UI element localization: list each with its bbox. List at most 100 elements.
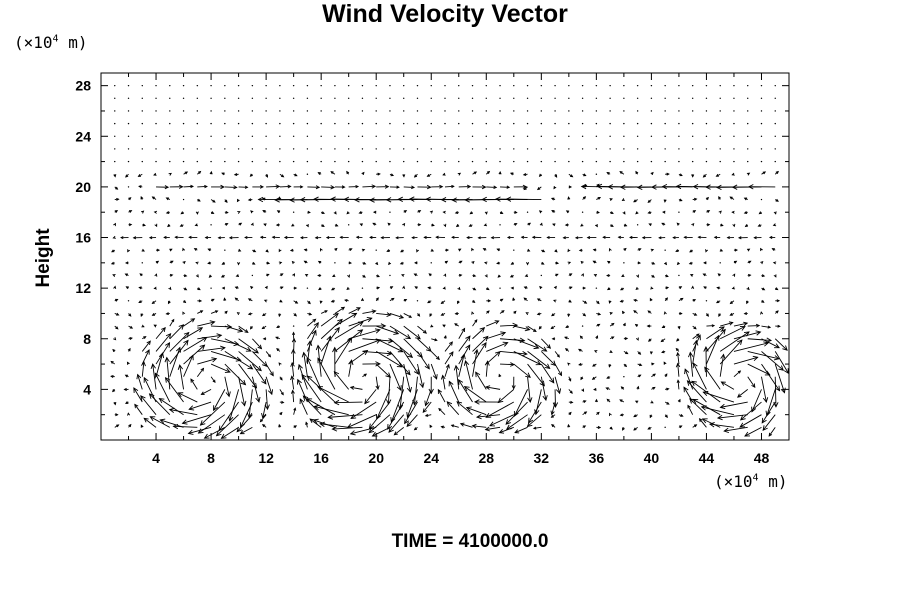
wind-vector xyxy=(747,363,771,376)
wind-vector-head xyxy=(315,185,321,190)
wind-vector-head xyxy=(623,363,628,368)
wind-vector xyxy=(334,321,364,340)
vector-dot xyxy=(513,249,515,251)
wind-vector-head xyxy=(676,351,680,357)
wind-vector-head xyxy=(633,298,637,302)
vector-dot xyxy=(774,135,776,137)
wind-vector xyxy=(313,419,336,428)
vector-dot xyxy=(375,249,377,251)
vector-dot xyxy=(595,97,598,100)
vector-dot xyxy=(306,110,309,112)
wind-vector-head xyxy=(114,210,119,214)
wind-vector-head xyxy=(567,362,571,366)
wind-vector-head xyxy=(469,211,473,215)
wind-vector-head xyxy=(663,261,668,266)
wind-vector-head xyxy=(596,210,600,214)
vector-dot xyxy=(127,122,130,125)
wind-vector-head xyxy=(424,413,429,417)
wind-vector-head xyxy=(619,413,624,417)
vector-dot xyxy=(155,97,157,100)
vector-dot xyxy=(141,135,143,137)
wind-vector-head xyxy=(140,313,144,318)
wind-vector-head xyxy=(551,313,555,317)
wind-vector-head xyxy=(301,351,307,358)
wind-vector-head xyxy=(500,331,507,337)
wind-vector-head xyxy=(327,414,334,420)
vector-dot xyxy=(650,135,653,137)
vector-dot xyxy=(691,97,694,100)
wind-vector-head xyxy=(263,223,267,227)
wind-vector xyxy=(451,424,459,428)
wind-vector-head xyxy=(355,235,360,239)
wind-vector-head xyxy=(183,331,190,338)
wind-vector-head xyxy=(237,211,241,214)
wind-vector-head xyxy=(619,287,624,291)
wind-vector-head xyxy=(633,310,637,314)
wind-vector xyxy=(141,349,150,365)
wind-vector-head xyxy=(705,184,711,190)
wind-vector xyxy=(505,401,528,425)
wind-vector-head xyxy=(116,312,120,316)
vector-dot xyxy=(513,122,515,125)
wind-vector-head xyxy=(510,261,514,265)
wind-vector xyxy=(348,307,361,314)
vector-dot xyxy=(691,148,694,150)
wind-vector-head xyxy=(751,406,757,413)
y-unit-exponent: 4 xyxy=(52,33,59,45)
wind-vector-head xyxy=(732,273,736,277)
wind-vector-head xyxy=(637,261,642,265)
wind-vector-head xyxy=(384,184,390,189)
wind-vector-head xyxy=(484,360,490,366)
wind-vector-head xyxy=(593,274,597,277)
vector-dot xyxy=(485,160,487,163)
wind-vector xyxy=(739,414,762,428)
wind-vector-head xyxy=(780,387,786,394)
vector-dot xyxy=(540,110,543,112)
wind-vector-head xyxy=(307,210,311,214)
vector-dot xyxy=(623,376,625,378)
wind-vector-head xyxy=(209,170,213,175)
vector-dot xyxy=(416,160,419,163)
wind-vector-head xyxy=(715,300,720,304)
vector-dot xyxy=(526,148,529,150)
wind-vector xyxy=(527,376,531,403)
wind-vector-head xyxy=(661,222,665,226)
vector-dot xyxy=(499,287,501,289)
wind-vector-head xyxy=(567,313,571,318)
wind-vector-head xyxy=(440,425,444,429)
wind-vector-head xyxy=(257,344,263,350)
wind-vector-head xyxy=(346,211,350,215)
wind-vector-head xyxy=(362,349,369,356)
vector-dot xyxy=(733,148,735,150)
wind-vector xyxy=(540,376,547,401)
wind-vector-head xyxy=(454,211,459,214)
wind-vector-head xyxy=(132,236,137,240)
wind-vector-head xyxy=(578,348,582,352)
wind-vector xyxy=(709,423,735,428)
vector-dot xyxy=(650,160,653,163)
wind-vector-head xyxy=(239,430,245,435)
wind-vector-head xyxy=(746,248,751,252)
wind-vector-head xyxy=(380,236,384,240)
wind-vector-head xyxy=(744,224,749,228)
vector-dot xyxy=(747,135,749,137)
wind-vector-head xyxy=(364,398,370,405)
wind-vector-head xyxy=(688,261,693,265)
wind-vector-head xyxy=(293,313,298,317)
wind-vector-head xyxy=(165,312,169,316)
wind-vector-head xyxy=(200,310,204,314)
wind-vector-head xyxy=(651,274,656,278)
wind-vector xyxy=(744,426,762,437)
wind-vector-head xyxy=(372,210,377,214)
vector-dot xyxy=(595,148,598,150)
vector-dot xyxy=(279,122,281,125)
wind-vector-head xyxy=(475,371,481,378)
vector-dot xyxy=(196,97,199,100)
wind-vector-head xyxy=(226,324,233,330)
wind-vector xyxy=(485,426,501,431)
wind-vector-head xyxy=(261,424,266,428)
wind-vector xyxy=(448,381,460,403)
wind-vector xyxy=(444,185,454,188)
wind-vector-head xyxy=(312,318,317,323)
wind-vector xyxy=(389,363,402,391)
